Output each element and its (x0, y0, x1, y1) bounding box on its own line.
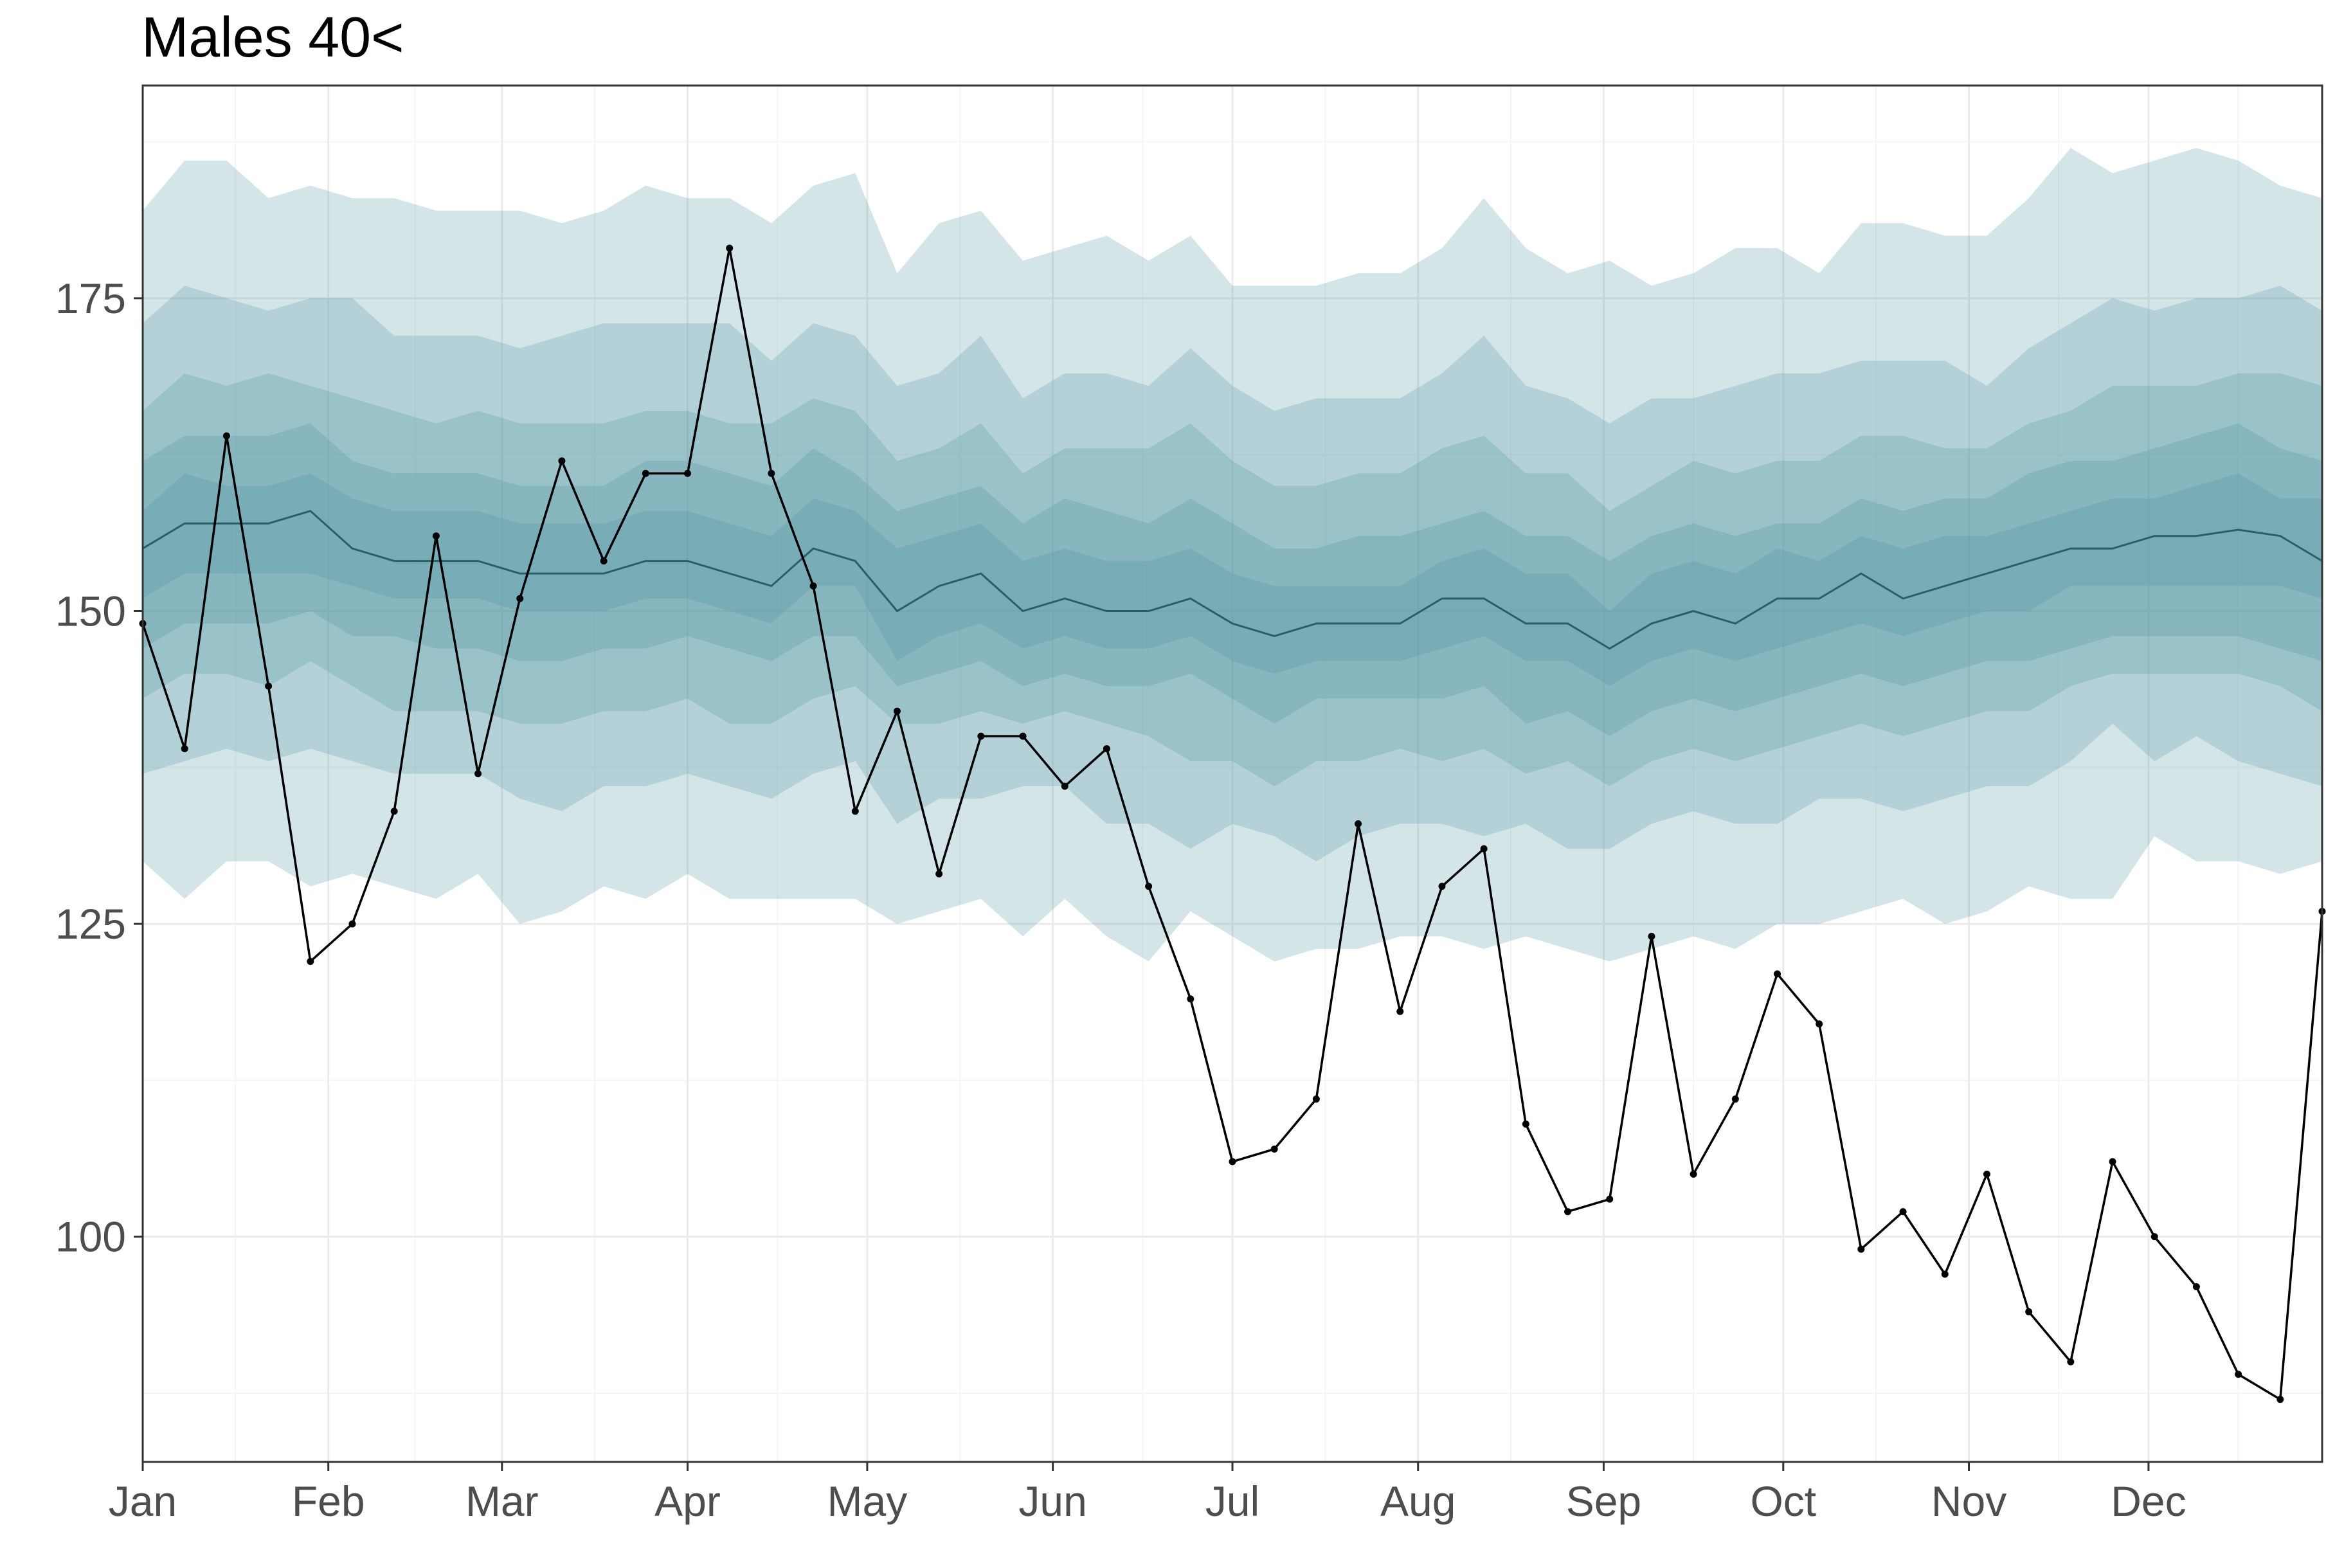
forecast-band-2 (143, 285, 2322, 861)
x-tick-label: Jun (1018, 1477, 1086, 1525)
observed-point (2192, 1283, 2200, 1291)
observed-point (516, 595, 524, 602)
observed-point (2235, 1371, 2242, 1378)
x-tick-label: Dec (2111, 1477, 2186, 1525)
observed-point (851, 807, 859, 815)
observed-point (1061, 782, 1068, 790)
forecast-band-5 (143, 423, 2322, 737)
y-tick-label: 150 (55, 587, 126, 635)
observed-point (1522, 1120, 1529, 1128)
observed-point (1145, 883, 1153, 890)
chart-title: Males 40< (141, 5, 404, 69)
x-tick-label: Jan (109, 1477, 177, 1525)
observed-point (265, 682, 273, 690)
x-tick-label: Oct (1750, 1477, 1816, 1525)
observed-point (1229, 1158, 1236, 1166)
observed-point (1774, 970, 1781, 978)
observed-point (1983, 1170, 1990, 1178)
observed-point (1690, 1170, 1697, 1178)
median-line (142, 510, 2323, 650)
observed-point (600, 557, 608, 565)
observed-point (2109, 1158, 2116, 1166)
observed-point (2025, 1308, 2033, 1315)
x-tick-label: Sep (1566, 1477, 1641, 1525)
observed-point (768, 469, 775, 477)
observed-point (1899, 1208, 1907, 1216)
observed-point (2276, 1396, 2284, 1403)
observed-point (977, 732, 985, 740)
observed-point (474, 770, 482, 777)
observed-point (558, 457, 566, 465)
x-tick-label: Nov (1931, 1477, 2006, 1525)
observed-point (222, 432, 230, 440)
observed-point (642, 469, 649, 477)
observed-point (432, 532, 440, 540)
observed-point (1731, 1095, 1739, 1103)
observed-point (1480, 845, 1488, 852)
observed-point (348, 920, 356, 928)
observed-point (1648, 933, 1655, 941)
observed-point (1438, 883, 1446, 890)
observed-point (2150, 1233, 2158, 1241)
axes: 100 125 150 175 Jan Feb Mar Apr May Jun Jul Aug Sep O… (55, 275, 2186, 1525)
observed-point (726, 244, 734, 252)
observed-point (1857, 1245, 1865, 1253)
x-tick-label: Apr (654, 1477, 721, 1525)
observed-point (1564, 1208, 1572, 1216)
observed-point (809, 582, 817, 590)
x-tick-label: May (827, 1477, 908, 1525)
observed-point (307, 957, 314, 965)
forecast-band-3 (143, 510, 2322, 786)
observed-point (684, 469, 691, 477)
observed-point (1816, 1020, 1823, 1028)
observed-point (1187, 995, 1195, 1003)
x-tick-label: Jul (1205, 1477, 1259, 1525)
observed-point (181, 745, 188, 753)
y-tick-label: 125 (55, 900, 126, 948)
observed-point (893, 707, 901, 715)
observed-point (1355, 820, 1362, 827)
observed-point (1270, 1145, 1278, 1153)
observed-point (1396, 1007, 1404, 1015)
observed-points (139, 244, 2326, 1403)
x-tick-label: Mar (465, 1477, 539, 1525)
forecast-band-6 (143, 473, 2322, 687)
forecast-bands (143, 148, 2322, 962)
x-tick-label: Aug (1380, 1477, 1456, 1525)
observed-point (2067, 1358, 2075, 1365)
y-tick-label: 175 (55, 275, 126, 322)
observed-point (1941, 1270, 1949, 1278)
observed-point (935, 870, 943, 878)
observed-point (1606, 1195, 1614, 1203)
forecast-band-4 (143, 373, 2322, 649)
y-tick-label: 100 (55, 1213, 126, 1261)
observed-point (390, 807, 398, 815)
observed-point (1312, 1095, 1320, 1103)
x-tick-label: Feb (292, 1477, 365, 1525)
forecast-band-1 (143, 148, 2322, 962)
observed-point (1103, 745, 1110, 753)
observed-point (1019, 732, 1027, 740)
